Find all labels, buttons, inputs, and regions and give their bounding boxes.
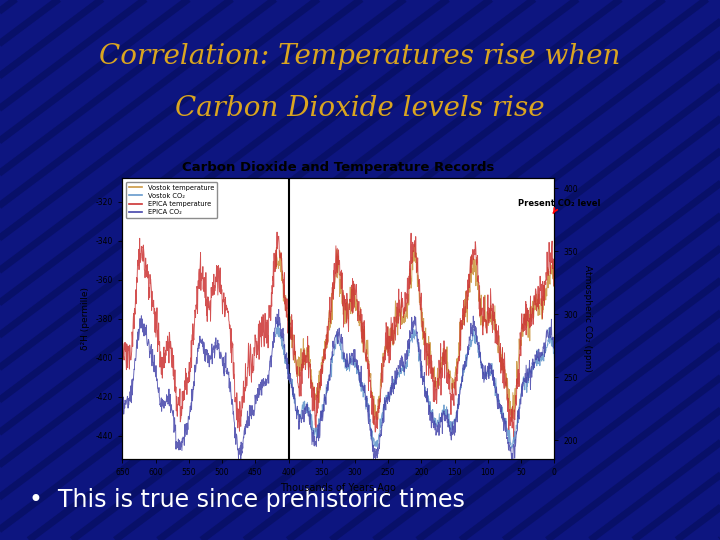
Vostok temperature bbox=[431, 384, 439, 390]
Line: EPICA CO₂: EPICA CO₂ bbox=[122, 309, 554, 461]
EPICA temperature bbox=[357, 327, 366, 334]
Vostok temperature bbox=[361, 349, 370, 356]
EPICA temperature bbox=[510, 435, 518, 442]
Line: Vostok temperature: Vostok temperature bbox=[275, 244, 554, 424]
EPICA CO₂ bbox=[282, 349, 291, 356]
Line: EPICA temperature: EPICA temperature bbox=[122, 232, 554, 438]
Vostok temperature bbox=[271, 263, 279, 269]
Vostok temperature bbox=[480, 316, 488, 322]
Y-axis label: Atmospheric CO₂ (ppm): Atmospheric CO₂ (ppm) bbox=[583, 265, 592, 372]
Vostok CO₂ bbox=[431, 421, 439, 428]
Vostok temperature bbox=[410, 257, 419, 264]
EPICA CO₂ bbox=[274, 306, 283, 313]
Legend: Vostok temperature, Vostok CO₂, EPICA temperature, EPICA CO₂: Vostok temperature, Vostok CO₂, EPICA te… bbox=[126, 181, 217, 219]
Vostok CO₂ bbox=[393, 375, 402, 381]
Y-axis label: δ²H (permille): δ²H (permille) bbox=[81, 287, 91, 350]
EPICA temperature bbox=[304, 342, 312, 349]
Title: Carbon Dioxide and Temperature Records: Carbon Dioxide and Temperature Records bbox=[182, 161, 495, 174]
EPICA CO₂ bbox=[550, 347, 559, 353]
EPICA CO₂ bbox=[118, 400, 127, 407]
EPICA CO₂ bbox=[546, 331, 555, 338]
Vostok CO₂ bbox=[550, 357, 559, 363]
Text: Present CO₂ level: Present CO₂ level bbox=[518, 199, 600, 213]
EPICA CO₂ bbox=[372, 458, 380, 464]
EPICA CO₂ bbox=[304, 413, 312, 419]
EPICA temperature bbox=[273, 229, 282, 235]
EPICA CO₂ bbox=[541, 340, 550, 347]
Vostok CO₂ bbox=[273, 319, 282, 325]
Text: Correlation: Temperatures rise when: Correlation: Temperatures rise when bbox=[99, 43, 621, 70]
EPICA temperature bbox=[118, 345, 127, 352]
EPICA temperature bbox=[546, 258, 555, 264]
Vostok CO₂ bbox=[271, 331, 279, 338]
EPICA temperature bbox=[163, 333, 172, 339]
EPICA CO₂ bbox=[357, 363, 366, 369]
Vostok temperature bbox=[393, 305, 402, 312]
Vostok temperature bbox=[410, 241, 419, 247]
Text: Carbon Dioxide levels rise: Carbon Dioxide levels rise bbox=[175, 94, 545, 122]
Vostok CO₂ bbox=[480, 369, 488, 376]
Vostok temperature bbox=[550, 282, 559, 288]
Vostok temperature bbox=[369, 421, 378, 428]
Vostok CO₂ bbox=[410, 326, 419, 333]
EPICA temperature bbox=[541, 277, 550, 284]
Vostok CO₂ bbox=[362, 400, 371, 406]
EPICA CO₂ bbox=[163, 393, 172, 400]
Text: •  This is true since prehistoric times: • This is true since prehistoric times bbox=[29, 488, 464, 511]
EPICA temperature bbox=[282, 303, 291, 309]
Vostok temperature bbox=[394, 317, 402, 323]
Vostok CO₂ bbox=[395, 371, 403, 377]
EPICA temperature bbox=[550, 275, 559, 281]
Line: Vostok CO₂: Vostok CO₂ bbox=[275, 322, 554, 448]
Vostok CO₂ bbox=[373, 445, 382, 451]
X-axis label: Thousands of Years Ago: Thousands of Years Ago bbox=[281, 483, 396, 492]
